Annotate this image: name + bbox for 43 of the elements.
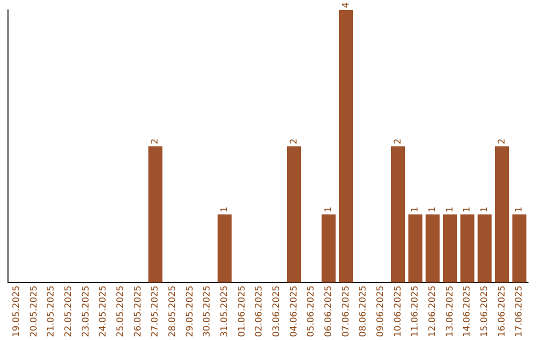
data-label: 2: [150, 138, 161, 144]
x-tick-label: 20.05.2025: [29, 285, 40, 337]
data-label: 1: [462, 206, 473, 212]
x-tick-label: 04.06.2025: [289, 285, 300, 337]
x-tick-label: 27.05.2025: [150, 285, 161, 337]
data-label: 1: [428, 206, 438, 212]
x-tick-label: 08.06.2025: [358, 285, 369, 337]
x-tick-label: 16.06.2025: [497, 285, 508, 337]
x-tick-label: 12.06.2025: [428, 285, 438, 337]
x-tick-label: 07.06.2025: [341, 285, 352, 337]
data-label: 1: [324, 206, 334, 212]
x-tick-label: 06.06.2025: [324, 285, 334, 337]
data-label: 2: [393, 138, 404, 144]
x-tick-label: 31.05.2025: [220, 285, 230, 337]
data-label: 1: [480, 206, 490, 212]
x-tick-label: 28.05.2025: [168, 285, 178, 337]
x-tick-label: 23.05.2025: [81, 285, 92, 337]
x-tick-label: 03.06.2025: [272, 285, 282, 337]
data-label: 1: [514, 206, 525, 212]
data-label: 1: [220, 206, 230, 212]
x-tick-label: 24.05.2025: [98, 285, 109, 337]
x-tick-label: 22.05.2025: [64, 285, 74, 337]
x-tick-label: 25.05.2025: [116, 285, 126, 337]
data-label: 1: [410, 206, 421, 212]
x-tick-label: 09.06.2025: [376, 285, 386, 337]
x-tick-label: 21.05.2025: [46, 285, 57, 337]
x-tick-label: 14.06.2025: [462, 285, 473, 337]
x-tick-label: 19.05.2025: [12, 285, 22, 337]
x-tick-label: 17.06.2025: [514, 285, 525, 337]
x-tick-label: 05.06.2025: [306, 285, 317, 337]
data-label: 1: [445, 206, 456, 212]
x-tick-label: 30.05.2025: [202, 285, 213, 337]
x-tick-label: 11.06.2025: [410, 285, 421, 337]
data-label: 2: [289, 138, 300, 144]
x-tick-label: 02.06.2025: [254, 285, 265, 337]
data-label: 2: [497, 138, 508, 144]
x-tick-label: 29.05.2025: [185, 285, 196, 337]
data-label: 4: [341, 2, 352, 8]
x-tick-label: 26.05.2025: [133, 285, 144, 337]
x-tick-label: 13.06.2025: [445, 285, 456, 337]
x-tick-label: 01.06.2025: [237, 285, 248, 337]
x-tick-label: 10.06.2025: [393, 285, 404, 337]
x-tick-label: 15.06.2025: [480, 285, 490, 337]
